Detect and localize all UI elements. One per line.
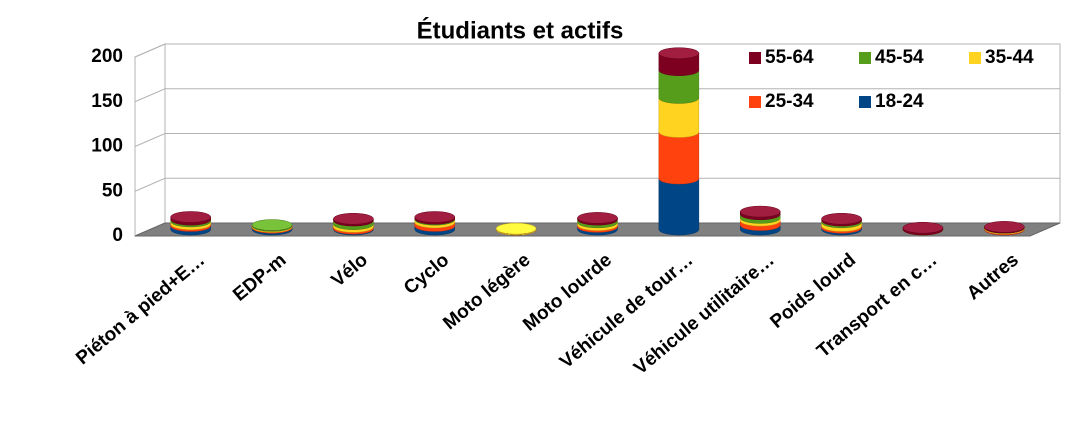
legend-swatch [749, 96, 761, 108]
x-tick-label: EDP-m [229, 250, 290, 306]
grid-line [134, 133, 1060, 147]
bar-segment [658, 97, 700, 138]
grid-line [134, 88, 1060, 103]
legend-swatch [859, 52, 871, 64]
legend-label: 45-54 [875, 47, 924, 68]
cylinder-top [170, 211, 211, 223]
x-tick-label: Véhicule de tour… [556, 250, 697, 373]
cylinder-top [739, 205, 781, 218]
cylinder-top [658, 47, 700, 59]
cylinder-top [902, 221, 944, 234]
legend-label: 35-44 [985, 47, 1034, 68]
legend-swatch [749, 52, 761, 64]
bar-segment [658, 178, 700, 236]
y-tick-label: 200 [91, 46, 123, 67]
legend-label: 18-24 [875, 91, 924, 112]
x-tick-label: Piéton à pied+E… [72, 250, 209, 370]
legend-label: 25-34 [765, 91, 814, 112]
y-tick-label: 100 [91, 136, 123, 157]
legend-swatch [859, 96, 871, 108]
bar-segment [658, 131, 700, 185]
chart-title: Étudiants et actifs [417, 16, 624, 44]
y-tick-label: 150 [91, 91, 123, 112]
cylinder-top [333, 213, 374, 225]
x-tick-label: Vélo [328, 250, 372, 292]
legend-swatch [969, 52, 981, 64]
y-tick-label: 50 [102, 180, 123, 201]
x-tick-label: Véhicule utilitaire… [630, 250, 779, 379]
grid-line [134, 43, 1060, 58]
cylinder-top [251, 219, 293, 231]
cylinder-top [821, 213, 862, 225]
x-tick-label: Cyclo [400, 250, 453, 299]
cylinder-top [495, 222, 537, 235]
grid-line [134, 177, 1060, 192]
y-tick-label: 0 [112, 225, 123, 246]
x-tick-label: Autres [963, 250, 1023, 305]
cylinder-top [414, 211, 456, 223]
legend-label: 55-64 [765, 47, 814, 68]
cylinder-top [577, 212, 618, 224]
cylinder-top [984, 221, 1025, 233]
